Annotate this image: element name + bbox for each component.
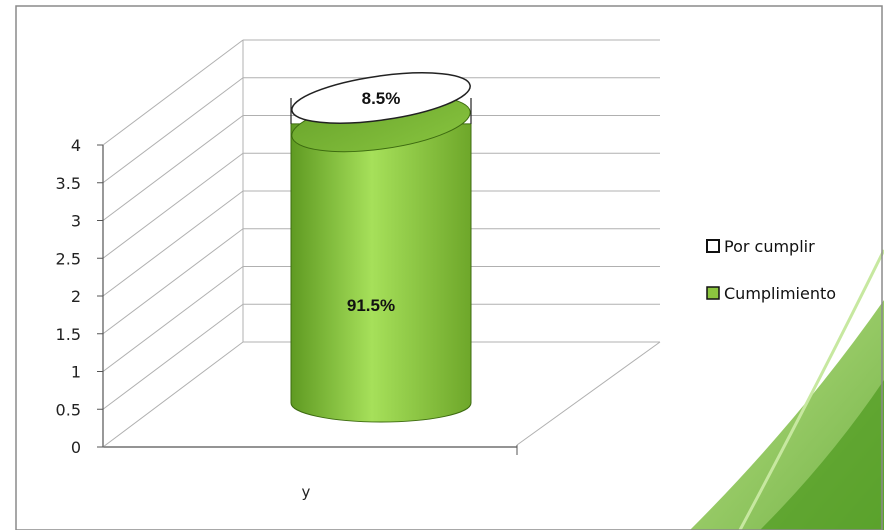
y-tick-label: 3 [71, 212, 81, 231]
chart-border [15, 5, 883, 530]
y-tick-label: 0.5 [56, 400, 81, 419]
legend-swatch-cumplimiento [706, 286, 720, 300]
gridline-diagonal [102, 77, 244, 184]
gridline-diagonal [102, 303, 244, 410]
legend-swatch-por-cumplir [706, 239, 720, 253]
gridline-diagonal [102, 228, 244, 335]
y-axis: 0 0.5 1 1.5 2 2.5 3 3.5 4 [56, 136, 104, 457]
gridline-diagonal [102, 190, 244, 297]
data-label-cumplimiento: 91.5% [347, 296, 395, 315]
legend-label-por-cumplir: Por cumplir [724, 237, 815, 256]
legend: Por cumplir Cumplimiento [706, 237, 836, 303]
legend-label-cumplimiento: Cumplimiento [724, 284, 836, 303]
y-tick-label: 2 [71, 287, 81, 306]
gridline-diagonal [102, 341, 244, 448]
legend-item-por-cumplir: Por cumplir [706, 237, 815, 256]
y-tick-label: 1 [71, 363, 81, 382]
y-tick-label: 3.5 [56, 174, 81, 193]
bar-cumplimiento [290, 123, 472, 423]
gridline-diagonal [102, 152, 244, 259]
gridline-diagonal [102, 115, 244, 221]
y-tick-label: 0 [71, 438, 81, 457]
data-label-por-cumplir: 8.5% [362, 89, 401, 108]
bar-group: 8.5% 91.5% [290, 72, 472, 423]
floor-right-edge [516, 341, 661, 446]
legend-item-cumplimiento: Cumplimiento [706, 284, 836, 303]
y-tick-label: 1.5 [56, 325, 81, 344]
gridline-diagonal [102, 39, 244, 146]
y-tick-label: 2.5 [56, 249, 81, 268]
category-label: y [302, 483, 311, 501]
bar-por-cumplir-top [291, 72, 471, 124]
gridline-diagonal [102, 266, 244, 372]
decorative-corner [690, 249, 884, 530]
y-tick-label: 4 [71, 136, 81, 155]
